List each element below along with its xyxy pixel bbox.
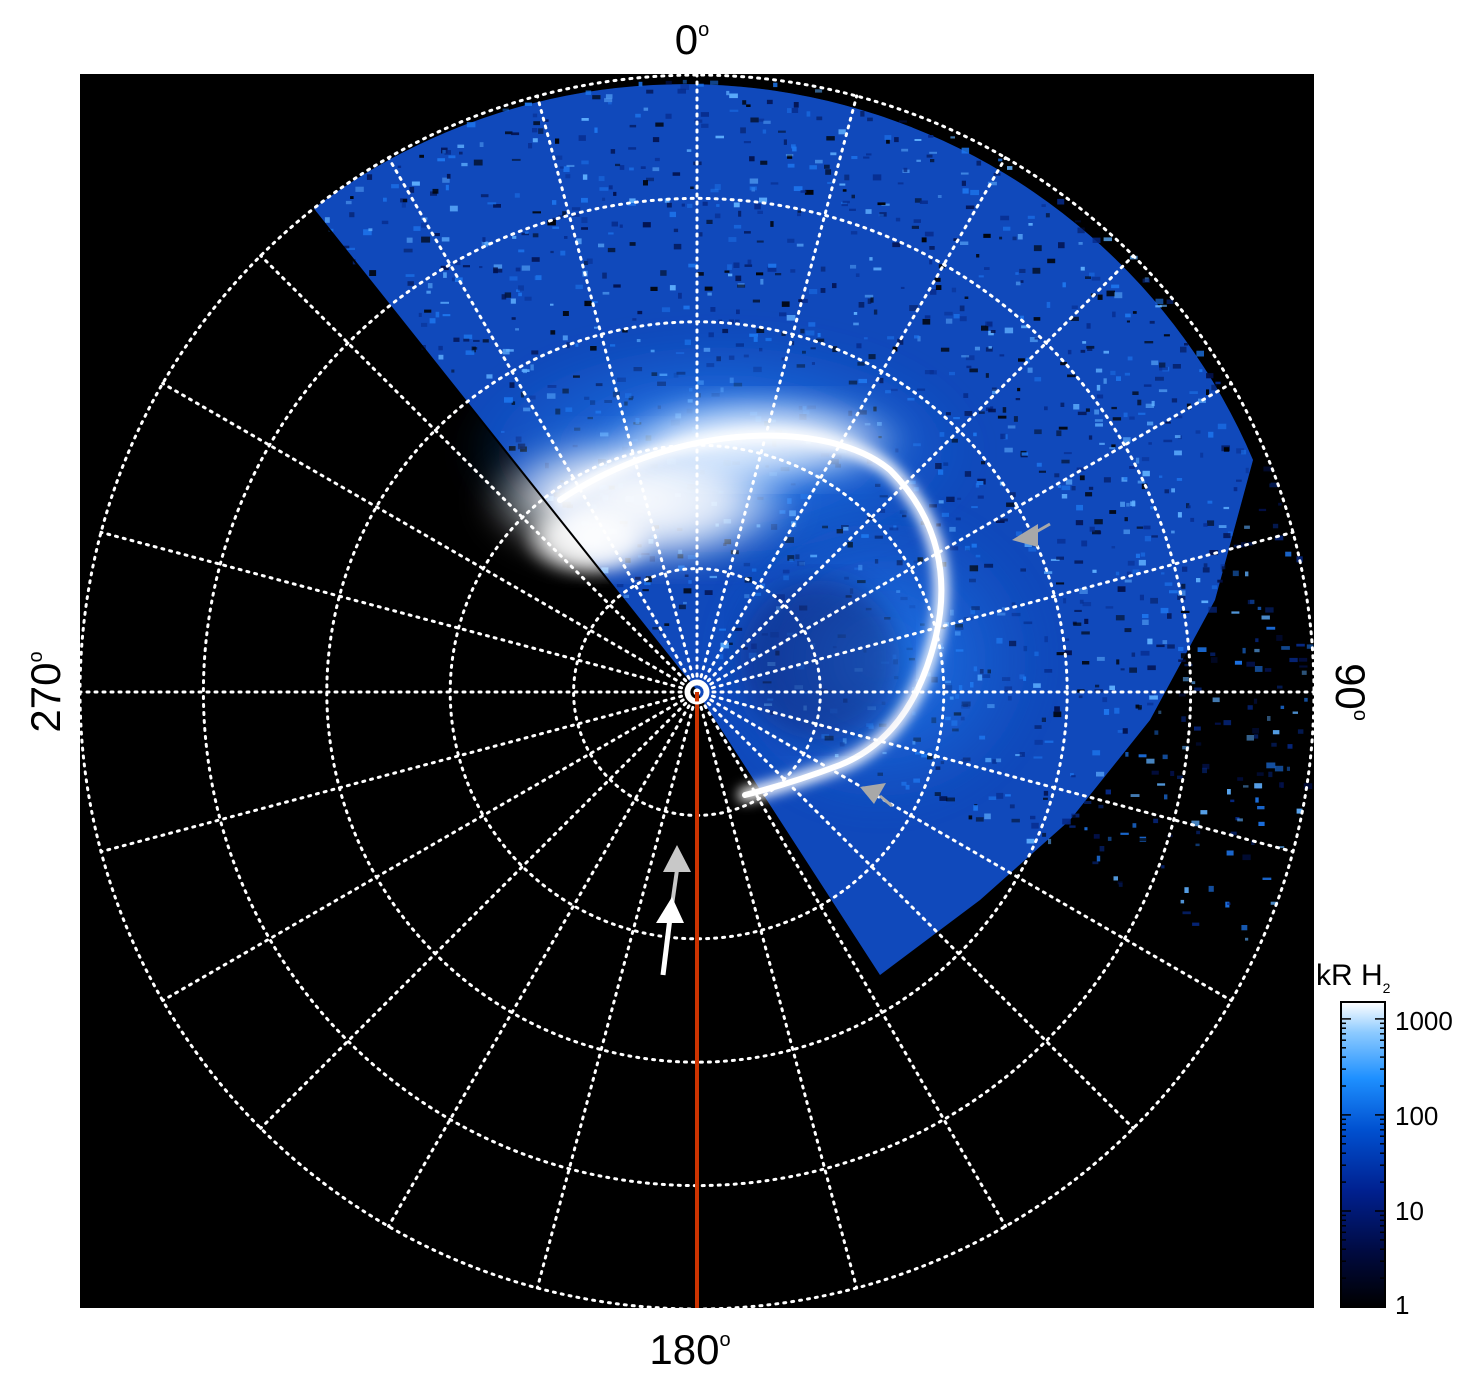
colorbar-gradient xyxy=(1340,1001,1386,1308)
gray-arrow-marker-lower xyxy=(860,783,886,804)
colorbar-title: kR H2 xyxy=(1316,959,1391,996)
grid-meridian xyxy=(161,382,699,694)
grid-meridian xyxy=(695,254,1135,694)
angle-label-bottom: 180o xyxy=(649,1326,730,1373)
colorbar-minor-ticks xyxy=(1341,1018,1385,1308)
polar-grid xyxy=(80,74,1314,1308)
grid-meridian xyxy=(695,530,1295,694)
colorbar-tick-1: 1 xyxy=(1395,1290,1409,1320)
angle-label-right: 90o xyxy=(1327,663,1374,721)
grid-meridian xyxy=(535,94,699,694)
colorbar-tick-100: 100 xyxy=(1395,1101,1438,1131)
white-arrow-marker xyxy=(656,897,684,923)
grid-meridian xyxy=(259,690,699,1130)
gray-arrow-marker-bottom xyxy=(663,845,691,872)
colorbar: kR H2 1000 100 10 1 xyxy=(1316,959,1453,1320)
grid-meridian xyxy=(99,530,699,694)
grid-meridian xyxy=(161,690,699,1002)
angle-label-top: 0o xyxy=(675,16,709,63)
grid-meridian xyxy=(695,690,1007,1228)
gray-arrow-marker-right xyxy=(1012,524,1038,547)
grid-meridian xyxy=(695,382,1233,694)
grid-meridian xyxy=(695,690,1233,1002)
grid-meridian xyxy=(695,94,859,694)
grid-meridian xyxy=(387,690,699,1228)
colorbar-tick-10: 10 xyxy=(1395,1196,1424,1226)
grid-meridian xyxy=(695,156,1007,694)
angle-label-left: 270o xyxy=(22,651,69,732)
grid-meridian xyxy=(259,254,699,694)
grid-meridian xyxy=(695,690,1135,1130)
grid-meridian xyxy=(695,690,1295,854)
grid-meridian xyxy=(695,690,859,1290)
grid-meridian xyxy=(387,156,699,694)
grid-meridian xyxy=(535,690,699,1290)
pole-marker xyxy=(684,679,710,705)
grid-meridian xyxy=(99,690,699,854)
colorbar-tick-1000: 1000 xyxy=(1395,1006,1453,1036)
